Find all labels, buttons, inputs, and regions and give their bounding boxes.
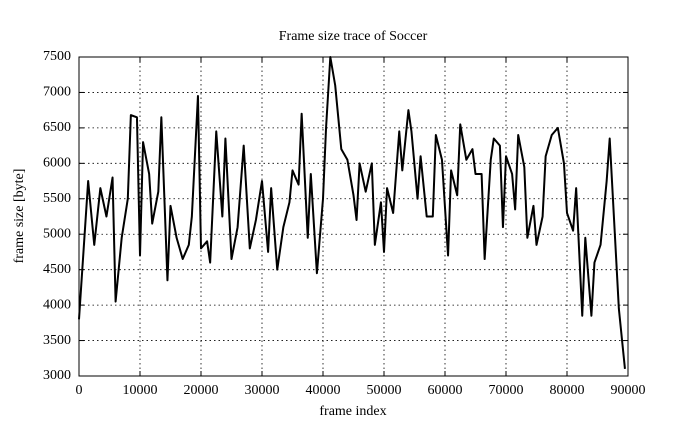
y-tick-label: 7500 bbox=[43, 49, 71, 64]
y-tick-label: 5500 bbox=[43, 191, 71, 206]
y-tick-label: 6500 bbox=[43, 120, 71, 135]
y-tick-label: 4000 bbox=[43, 297, 71, 312]
x-tick-label: 10000 bbox=[123, 383, 158, 398]
x-tick-label: 20000 bbox=[184, 383, 219, 398]
y-tick-label: 7000 bbox=[43, 85, 71, 100]
y-tick-label: 6000 bbox=[43, 156, 71, 171]
x-axis-label: frame index bbox=[319, 404, 386, 419]
x-tick-label: 50000 bbox=[367, 383, 402, 398]
y-axis-label: frame size [byte] bbox=[12, 169, 27, 264]
x-tick-label: 60000 bbox=[428, 383, 463, 398]
x-tick-label: 80000 bbox=[550, 383, 585, 398]
x-tick-label: 0 bbox=[76, 383, 83, 398]
y-tick-label: 4500 bbox=[43, 262, 71, 277]
x-tick-label: 30000 bbox=[245, 383, 280, 398]
data-line bbox=[78, 56, 626, 370]
y-tick-label: 3000 bbox=[43, 368, 71, 383]
plot-frame bbox=[78, 56, 629, 377]
chart-title: Frame size trace of Soccer bbox=[279, 29, 428, 44]
y-tick-label: 3500 bbox=[43, 333, 71, 348]
x-tick-label: 40000 bbox=[306, 383, 341, 398]
x-tick-label: 70000 bbox=[489, 383, 524, 398]
x-tick-label: 90000 bbox=[611, 383, 646, 398]
y-tick-label: 5000 bbox=[43, 226, 71, 241]
